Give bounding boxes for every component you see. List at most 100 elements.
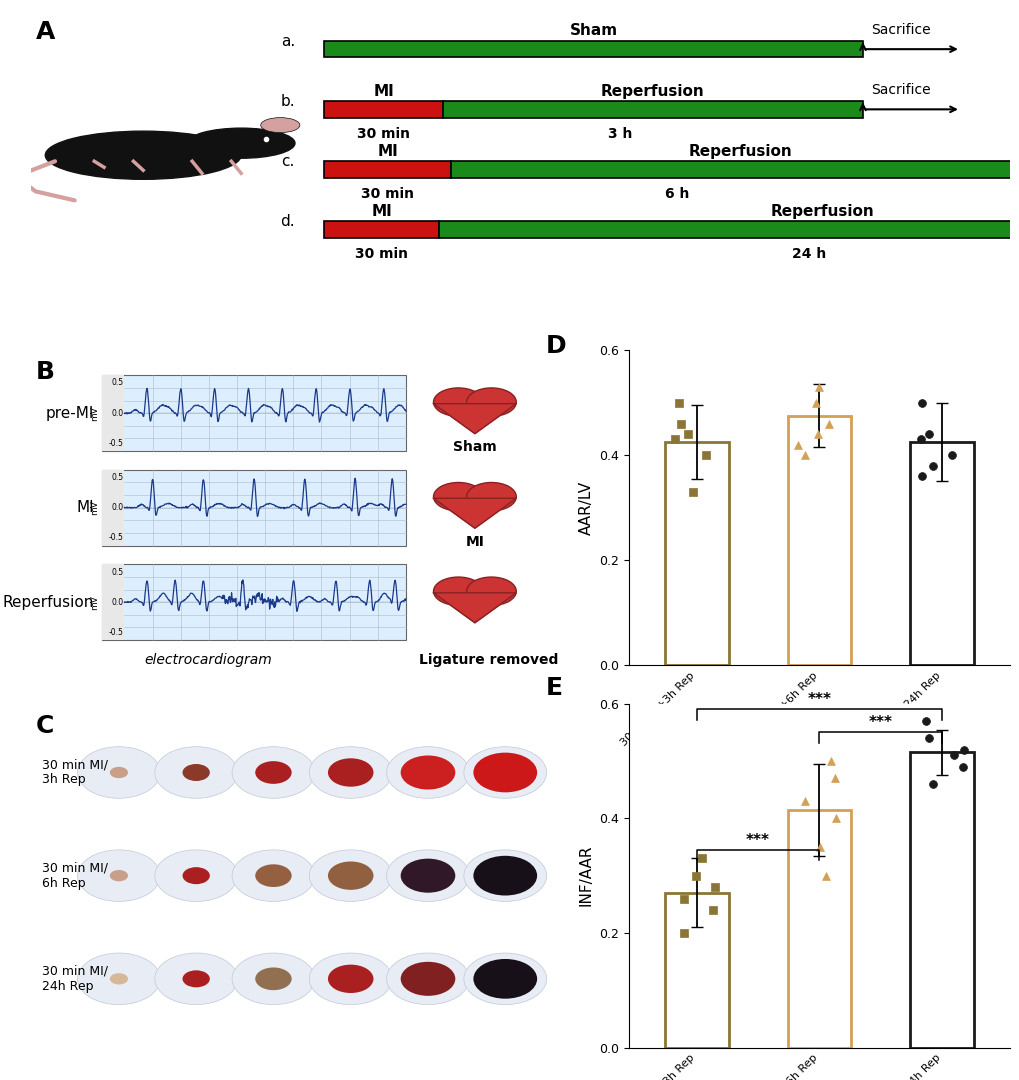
Circle shape xyxy=(309,746,391,798)
Text: pre-MI: pre-MI xyxy=(46,406,94,420)
Circle shape xyxy=(77,850,160,902)
Bar xyxy=(102,565,406,640)
Text: Reperfusion: Reperfusion xyxy=(769,204,873,219)
Text: D: D xyxy=(545,335,566,359)
Text: 0.5: 0.5 xyxy=(111,378,123,388)
Point xyxy=(820,415,837,432)
Text: 0.5: 0.5 xyxy=(111,473,123,482)
Text: ***: *** xyxy=(868,715,892,730)
Polygon shape xyxy=(433,404,516,434)
Bar xyxy=(102,376,406,451)
Circle shape xyxy=(77,746,160,798)
Text: C: C xyxy=(36,714,54,738)
Circle shape xyxy=(182,764,210,781)
Circle shape xyxy=(328,964,373,993)
Circle shape xyxy=(110,973,128,985)
Circle shape xyxy=(473,855,537,895)
Circle shape xyxy=(433,577,483,606)
Text: MI: MI xyxy=(377,144,397,159)
Point xyxy=(797,793,813,810)
Point xyxy=(826,770,843,787)
Point xyxy=(688,867,704,885)
Y-axis label: INF/AAR: INF/AAR xyxy=(579,845,593,906)
Circle shape xyxy=(255,864,291,887)
Circle shape xyxy=(182,867,210,885)
Bar xyxy=(450,161,1019,178)
Bar xyxy=(102,565,124,640)
Text: 0.0: 0.0 xyxy=(111,503,123,512)
Text: MI: MI xyxy=(465,535,484,549)
Circle shape xyxy=(182,970,210,987)
Circle shape xyxy=(309,953,391,1004)
Text: E: E xyxy=(545,676,561,700)
Circle shape xyxy=(77,953,160,1004)
Bar xyxy=(324,41,862,57)
Point xyxy=(821,753,838,770)
Circle shape xyxy=(386,953,469,1004)
Point xyxy=(706,878,722,895)
Circle shape xyxy=(464,953,546,1004)
Text: electrocardiogram: electrocardiogram xyxy=(145,652,272,666)
Circle shape xyxy=(466,388,516,416)
Point xyxy=(955,741,971,758)
Point xyxy=(913,468,929,485)
Text: -0.5: -0.5 xyxy=(108,534,123,542)
Bar xyxy=(324,161,450,178)
Text: Sham: Sham xyxy=(569,24,618,39)
Point xyxy=(943,446,959,463)
Text: MI: MI xyxy=(76,500,94,515)
Circle shape xyxy=(232,953,315,1004)
Text: ***: *** xyxy=(745,833,769,848)
Text: Sacrifice: Sacrifice xyxy=(870,83,929,97)
Point xyxy=(693,850,709,867)
Ellipse shape xyxy=(45,131,240,179)
Text: 0.5: 0.5 xyxy=(111,567,123,577)
Point xyxy=(698,446,714,463)
Bar xyxy=(102,376,124,451)
Text: 30 min: 30 min xyxy=(361,187,414,201)
Text: MI: MI xyxy=(371,204,391,219)
Point xyxy=(684,484,700,501)
Text: 24 h: 24 h xyxy=(791,247,825,261)
Circle shape xyxy=(473,959,537,999)
Text: 30 min: 30 min xyxy=(357,126,410,140)
Circle shape xyxy=(255,761,291,784)
Circle shape xyxy=(466,483,516,511)
Circle shape xyxy=(400,859,454,893)
Bar xyxy=(787,810,851,1048)
Point xyxy=(810,378,826,395)
Bar xyxy=(909,442,973,665)
Circle shape xyxy=(473,753,537,793)
Point xyxy=(665,431,682,448)
Text: a.: a. xyxy=(280,33,294,49)
Circle shape xyxy=(110,767,128,779)
Circle shape xyxy=(232,746,315,798)
Circle shape xyxy=(232,850,315,902)
Text: Sacrifice: Sacrifice xyxy=(870,24,929,38)
Text: Reperfusion: Reperfusion xyxy=(688,144,792,159)
Point xyxy=(675,890,691,907)
Point xyxy=(913,394,929,411)
Point xyxy=(676,924,692,942)
Circle shape xyxy=(433,483,483,511)
Point xyxy=(917,713,933,730)
Text: -0.5: -0.5 xyxy=(108,438,123,448)
Circle shape xyxy=(386,850,469,902)
Y-axis label: AAR/LV: AAR/LV xyxy=(579,481,593,535)
Text: b.: b. xyxy=(280,94,294,109)
Circle shape xyxy=(255,968,291,990)
Bar xyxy=(664,893,728,1048)
Point xyxy=(817,867,834,885)
Circle shape xyxy=(433,388,483,416)
Text: 6 h: 6 h xyxy=(664,187,689,201)
Text: Reperfusion: Reperfusion xyxy=(600,83,704,98)
Circle shape xyxy=(110,870,128,881)
Point xyxy=(797,446,813,463)
Circle shape xyxy=(155,953,237,1004)
Text: 0.0: 0.0 xyxy=(111,408,123,418)
Bar xyxy=(787,416,851,665)
Bar xyxy=(909,753,973,1048)
Text: mV: mV xyxy=(91,406,100,420)
Circle shape xyxy=(155,850,237,902)
Circle shape xyxy=(464,850,546,902)
